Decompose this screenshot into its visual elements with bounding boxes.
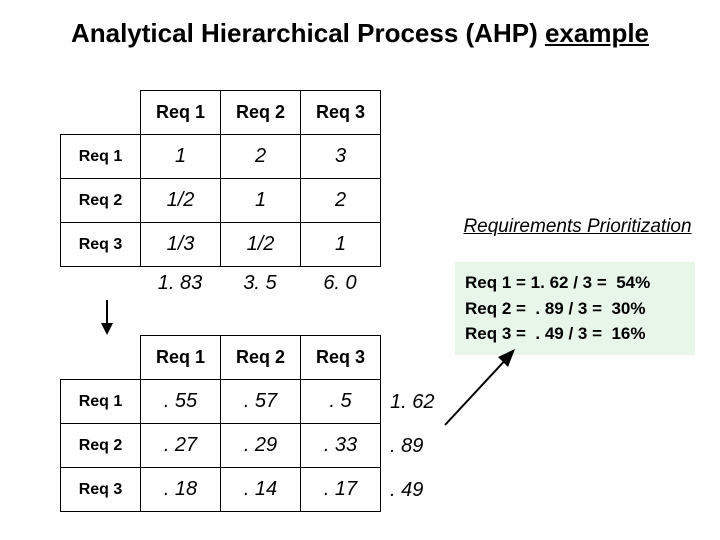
col-header: Req 3 (301, 336, 381, 380)
calc-line: Req 2 = . 89 / 3 = 30% (465, 296, 685, 322)
cell-value: 2 (301, 179, 381, 223)
title-underline: example (545, 18, 649, 48)
col-header: Req 3 (301, 91, 381, 135)
cell-value: . 14 (221, 468, 301, 512)
cell-value: . 18 (141, 468, 221, 512)
cell-value: 1/2 (141, 179, 221, 223)
page-title: Analytical Hierarchical Process (AHP) ex… (0, 18, 720, 49)
title-main: Analytical Hierarchical Process (AHP) (71, 18, 545, 48)
row-header: Req 1 (61, 135, 141, 179)
cell-value: 1/3 (141, 223, 221, 267)
row-header: Req 2 (61, 179, 141, 223)
row-sums-column: 1. 62 . 89 . 49 (390, 380, 434, 512)
row-header: Req 2 (61, 424, 141, 468)
cell-value: . 5 (301, 380, 381, 424)
cell-value: . 57 (221, 380, 301, 424)
calc-line: Req 3 = . 49 / 3 = 16% (465, 321, 685, 347)
col-sum: 3. 5 (220, 272, 300, 295)
col-sum: 6. 0 (300, 272, 380, 295)
comparison-matrix-table: Req 1 Req 2 Req 3 Req 1 1 2 3 Req 2 1/2 … (60, 90, 381, 267)
col-header: Req 1 (141, 91, 221, 135)
calculation-box: Req 1 = 1. 62 / 3 = 54% Req 2 = . 89 / 3… (455, 262, 695, 355)
cell-value: . 33 (301, 424, 381, 468)
row-header: Req 3 (61, 223, 141, 267)
table-corner (61, 336, 141, 380)
down-arrow-icon (98, 300, 116, 335)
col-header: Req 2 (221, 91, 301, 135)
cell-value: 3 (301, 135, 381, 179)
table-corner (61, 91, 141, 135)
cell-value: 2 (221, 135, 301, 179)
column-sums-row: 1. 83 3. 5 6. 0 (60, 272, 380, 295)
cell-value: 1 (141, 135, 221, 179)
cell-value: 1 (301, 223, 381, 267)
col-header: Req 2 (221, 336, 301, 380)
cell-value: 1 (221, 179, 301, 223)
row-sum: . 89 (390, 424, 434, 468)
row-sum: . 49 (390, 468, 434, 512)
row-header: Req 3 (61, 468, 141, 512)
cell-value: . 55 (141, 380, 221, 424)
row-sum: 1. 62 (390, 380, 434, 424)
col-header: Req 1 (141, 336, 221, 380)
cell-value: . 17 (301, 468, 381, 512)
cell-value: . 29 (221, 424, 301, 468)
col-sum: 1. 83 (140, 272, 220, 295)
sum-spacer (60, 272, 140, 295)
calc-line: Req 1 = 1. 62 / 3 = 54% (465, 270, 685, 296)
cell-value: 1/2 (221, 223, 301, 267)
sub-title: Requirements Prioritization (445, 216, 710, 238)
normalized-matrix-table: Req 1 Req 2 Req 3 Req 1 . 55 . 57 . 5 Re… (60, 335, 381, 512)
cell-value: . 27 (141, 424, 221, 468)
row-header: Req 1 (61, 380, 141, 424)
diagonal-arrow-icon (440, 345, 530, 435)
